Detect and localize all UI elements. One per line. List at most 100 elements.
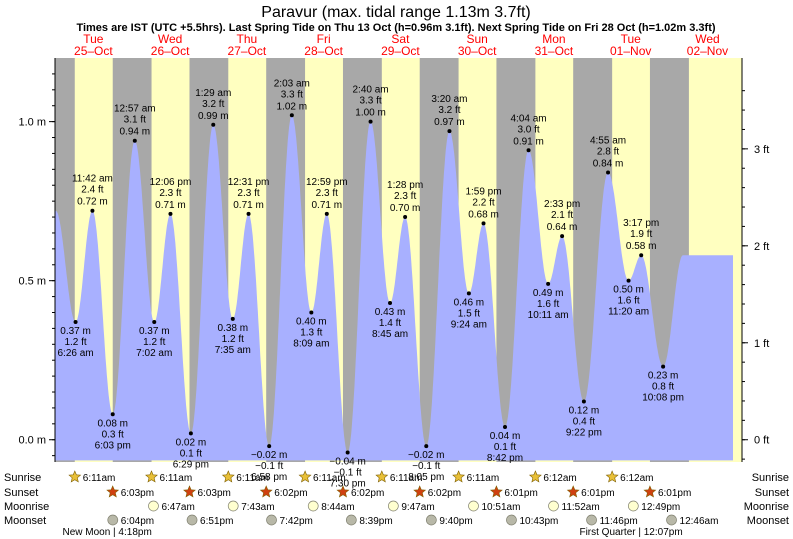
day-date: 28–Oct [304,44,343,58]
tide-ft-label: 1.2 ft [143,337,165,348]
moonrise-time: 12:49pm [641,502,680,513]
tide-height-label: −0.02 m [408,450,444,461]
day-name: Tue [83,32,104,46]
tide-point [267,444,272,449]
y-tick-label-m: 0.0 m [18,435,46,447]
tide-time-label: 8:09 am [293,338,329,349]
y-tick-label-ft: 3 ft [754,144,769,156]
tide-point [661,364,666,369]
tide-point [526,148,531,153]
moonset-time: 12:46am [680,516,719,527]
sunset-icon [643,485,657,498]
tide-time-label: 7:30 pm [330,478,366,489]
row-label-left: Sunrise [4,472,41,484]
tide-time-label: 8:42 pm [487,453,523,464]
sunset-time: 6:02pm [428,488,461,499]
tide-point [211,122,216,127]
tide-point [168,211,173,216]
tide-area [55,115,733,461]
row-label-right: Moonrise [744,501,789,513]
moonrise-icon [148,500,159,512]
tide-time-label: 7:35 am [215,345,251,356]
tide-height-label: 0.04 m [490,431,521,442]
tide-height-label: 0.64 m [547,222,578,233]
sunrise-time: 6:11am [467,473,500,484]
tide-height-label: 0.12 m [569,406,600,417]
sunrise-time: 6:11am [236,473,269,484]
moonset-time: 7:42pm [280,516,313,527]
tide-ft-label: 1.9 ft [630,229,652,240]
sunrise-time: 6:12am [543,473,576,484]
moon-phase-label: New Moon | 4:18pm [62,527,151,538]
moonrise-icon [307,500,319,512]
tide-point [424,444,429,449]
tide-point [152,320,157,325]
tide-height-label: 1.00 m [355,108,386,119]
tide-height-label: 0.46 m [454,297,485,308]
tide-ft-label: 2.3 ft [159,188,181,199]
moonset-time: 6:51pm [200,516,233,527]
tide-height-label: 0.43 m [375,307,406,318]
day-name: Tue [621,32,642,46]
tide-height-label: 1.02 m [277,101,308,112]
day-date: 01–Nov [610,44,651,58]
tide-time-label: 6:58 pm [251,472,287,483]
day-name: Mon [542,32,565,46]
tide-ft-label: 0.3 ft [102,429,124,440]
day-date: 26–Oct [151,44,190,58]
tide-ft-label: 1.2 ft [64,337,86,348]
sunset-icon [566,485,580,498]
tide-height-label: 0.23 m [648,371,679,382]
day-name: Wed [695,32,719,46]
moonrise-time: 9:47am [401,502,434,513]
tide-point [110,412,115,417]
tide-time-label: 12:57 am [114,104,156,115]
tide-time-label: 10:11 am [528,310,569,321]
sunrise-icon [298,470,312,483]
astro-rows: Sunrise Sunrise Sunset Sunset Moonrise Moonri… [4,470,789,538]
moonrise-icon [387,500,399,512]
y-tick-label-ft: 0 ft [754,435,769,447]
tide-time-label: 12:59 pm [306,177,348,188]
tide-ft-label: −0.1 ft [334,467,362,478]
tide-height-label: 0.94 m [120,127,151,138]
moonrise-icon [468,500,479,512]
day-name: Sat [391,32,410,46]
tide-point [188,431,193,436]
tide-ft-label: 2.3 ft [237,188,259,199]
tide-time-label: 12:06 pm [150,177,192,188]
sunset-icon [489,485,503,498]
tide-ft-label: 3.1 ft [124,115,146,126]
row-label-left: Moonrise [4,501,49,513]
tide-point [309,310,314,315]
day-headers: Tue25–OctWed26–OctThu27–OctFri28–OctSat2… [74,32,728,58]
tide-time-label: 6:29 pm [173,459,209,470]
tide-ft-label: 2.8 ft [597,147,619,158]
row-label-left: Sunset [4,487,38,499]
tide-ft-label: 3.0 ft [517,124,539,135]
sunset-icon [259,485,273,498]
tide-time-label: 12:31 pm [228,177,270,188]
day-date: 29–Oct [381,44,420,58]
tide-ft-label: 3.3 ft [281,89,303,100]
chart-subtitle: Times are IST (UTC +5.5hrs). Last Spring… [76,22,715,34]
sunset-time: 6:01pm [658,488,691,499]
sunset-time: 6:02pm [274,488,307,499]
moonset-time: 9:40pm [439,516,472,527]
tide-time-label: 6:03 pm [95,440,131,451]
tide-height-label: 0.91 m [513,136,544,147]
day-name: Thu [237,32,258,46]
tide-height-label: 0.99 m [198,111,229,122]
tide-height-label: −0.02 m [251,450,287,461]
day-name: Wed [158,32,182,46]
moonrise-time: 6:47am [161,502,194,513]
tide-ft-label: 1.6 ft [537,299,559,310]
tide-height-label: 0.08 m [97,418,128,429]
moonset-icon [186,514,198,526]
tide-ft-label: 2.3 ft [316,188,338,199]
moonrise-icon [227,500,239,512]
tide-time-label: 4:55 am [590,136,626,147]
tide-time-label: 1:29 am [195,88,231,99]
tide-height-label: 0.72 m [77,197,108,208]
tide-point [230,316,235,321]
